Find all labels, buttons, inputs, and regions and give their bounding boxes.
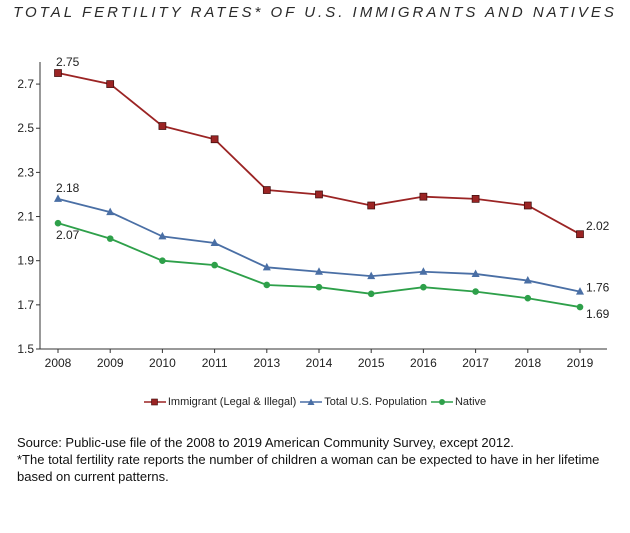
legend-label-total: Total U.S. Population (324, 396, 427, 408)
data-point-native (54, 219, 62, 227)
data-point-total-u-s-population (315, 267, 323, 275)
data-point-total-u-s-population (54, 194, 62, 202)
x-tick-label: 2016 (410, 356, 437, 370)
data-point-immigrant-legal-illegal (262, 186, 271, 194)
data-point-native (576, 303, 584, 311)
data-point-total-u-s-population (262, 262, 271, 271)
data-point-native (159, 257, 166, 264)
data-point-immigrant-legal-illegal (54, 69, 62, 77)
data-point-immigrant-legal-illegal (315, 190, 323, 199)
data-point-total-u-s-population (471, 269, 480, 277)
data-point-total-u-s-population (158, 231, 167, 240)
legend-swatch-native (430, 399, 453, 405)
data-label-native: 2.07 (56, 228, 80, 242)
series-line-immigrant-legal-illegal (57, 72, 581, 235)
x-tick-label: 2015 (358, 356, 385, 370)
data-point-immigrant-legal-illegal (158, 122, 167, 130)
y-tick-label: 1.5 (17, 342, 34, 356)
data-point-total-u-s-population (106, 207, 115, 216)
data-point-native (367, 290, 375, 298)
legend: Immigrant (Legal & Illegal) Total U.S. P… (0, 396, 630, 408)
data-point-immigrant-legal-illegal (523, 201, 532, 210)
data-label-immigrant-legal-illegal: 2.02 (586, 219, 610, 233)
data-point-total-u-s-population (419, 267, 428, 275)
y-tick-label: 2.1 (17, 210, 34, 224)
y-tick-label: 1.7 (17, 298, 34, 312)
data-point-immigrant-legal-illegal (471, 195, 480, 203)
x-tick-label: 2010 (149, 356, 176, 370)
data-point-native (211, 261, 218, 269)
data-label-total-u-s-population: 1.76 (586, 281, 610, 295)
data-point-total-u-s-population (523, 276, 532, 284)
legend-swatch-immigrant (143, 398, 166, 406)
y-tick-label: 2.7 (17, 77, 34, 91)
data-point-total-u-s-population (210, 238, 219, 247)
legend-label-immigrant: Immigrant (Legal & Illegal) (167, 396, 297, 408)
x-tick-label: 2018 (514, 356, 541, 370)
y-tick-label: 2.3 (17, 165, 34, 179)
data-point-immigrant-legal-illegal (106, 80, 115, 88)
data-point-immigrant-legal-illegal (576, 230, 584, 239)
data-point-immigrant-legal-illegal (210, 135, 219, 144)
data-point-native (472, 288, 479, 295)
line-chart: 1.5 1.7 1.9 2.1 2.3 2.5 2.7 2008 2009 2010 2011 201… (17, 55, 610, 370)
y-tick-label: 1.9 (17, 254, 34, 268)
x-tick-label: 2011 (202, 356, 228, 370)
footnote: *The total fertility rate reports the nu… (17, 452, 600, 484)
data-point-total-u-s-population (576, 287, 584, 295)
x-tick-label: 2008 (45, 356, 72, 370)
legend-item-immigrant: Immigrant (Legal & Illegal) (143, 396, 297, 408)
x-tick-label: 2013 (253, 356, 280, 370)
legend-swatch-total (300, 398, 323, 405)
series-line-native (57, 222, 581, 308)
data-point-total-u-s-population (367, 271, 376, 280)
chart-title: TOTAL FERTILITY RATES* OF U.S. IMMIGRANT… (13, 4, 617, 21)
data-point-native (524, 294, 532, 302)
data-point-native (106, 235, 114, 242)
x-tick-label: 2017 (462, 356, 489, 370)
x-tick-label: 2009 (97, 356, 124, 370)
legend-label-native: Native (454, 396, 487, 408)
x-tick-label: 2019 (567, 356, 594, 370)
x-tick-label: 2014 (306, 356, 333, 370)
source-line: Source: Public-use file of the 2008 to 2… (17, 435, 514, 450)
y-tick-label: 2.5 (17, 121, 34, 135)
data-point-native (420, 283, 427, 291)
data-point-native (315, 283, 323, 291)
source-notes: Source: Public-use file of the 2008 to 2… (17, 434, 617, 485)
legend-item-native: Native (430, 396, 487, 408)
data-point-immigrant-legal-illegal (419, 192, 428, 201)
data-point-immigrant-legal-illegal (367, 201, 376, 210)
data-label-total-u-s-population: 2.18 (56, 181, 80, 195)
data-label-immigrant-legal-illegal: 2.75 (56, 55, 80, 69)
legend-item-total: Total U.S. Population (300, 396, 427, 408)
data-point-native (263, 281, 271, 289)
series-line-total-u-s-population (57, 198, 581, 293)
data-label-native: 1.69 (586, 307, 610, 321)
